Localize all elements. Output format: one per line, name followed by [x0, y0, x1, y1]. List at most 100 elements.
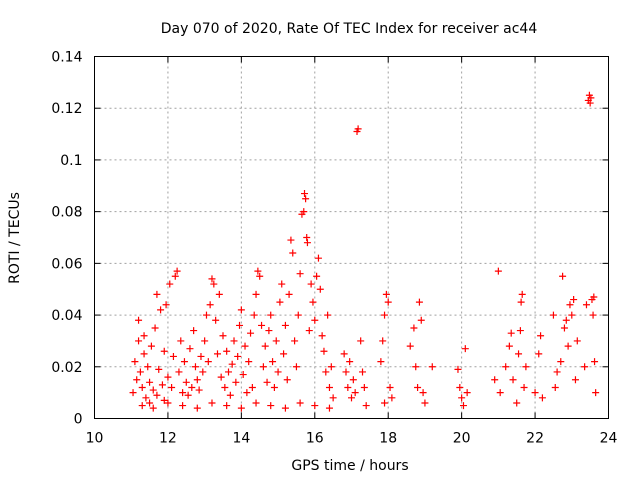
- data-point: [322, 368, 330, 376]
- data-point: [208, 275, 216, 283]
- data-point: [590, 293, 598, 301]
- data-point: [138, 402, 146, 410]
- data-point: [155, 365, 163, 373]
- data-point: [535, 350, 543, 358]
- data-point: [274, 368, 282, 376]
- data-point: [212, 316, 220, 324]
- data-point: [349, 376, 357, 384]
- data-point: [379, 337, 387, 345]
- y-tick-label: 0.1: [60, 153, 82, 169]
- data-point: [428, 363, 436, 371]
- data-point: [217, 373, 225, 381]
- data-point: [133, 376, 141, 384]
- data-point: [311, 402, 319, 410]
- data-point: [421, 399, 429, 407]
- data-point: [505, 342, 513, 350]
- x-tick-label: 22: [526, 431, 544, 447]
- data-point: [221, 383, 229, 391]
- data-point: [153, 391, 161, 399]
- data-point: [516, 327, 524, 335]
- data-point: [419, 389, 427, 397]
- data-point: [553, 368, 561, 376]
- y-tick-label: 0.12: [51, 101, 82, 117]
- data-point: [340, 350, 348, 358]
- data-point: [236, 321, 244, 329]
- data-point: [258, 321, 266, 329]
- data-point: [320, 347, 328, 355]
- data-point: [171, 272, 179, 280]
- data-point: [303, 234, 311, 241]
- data-point: [410, 324, 418, 332]
- data-point: [412, 363, 420, 371]
- data-point: [551, 383, 559, 391]
- chart-title: Day 070 of 2020, Rate Of TEC Index for r…: [161, 21, 538, 37]
- data-point: [381, 311, 389, 319]
- data-point: [175, 368, 183, 376]
- data-point: [296, 399, 304, 407]
- data-point: [195, 386, 203, 394]
- x-tick-label: 12: [159, 431, 177, 447]
- data-point: [491, 376, 499, 384]
- data-point: [311, 316, 319, 324]
- data-point: [589, 311, 597, 319]
- data-point: [232, 378, 240, 386]
- data-point: [188, 383, 196, 391]
- data-point: [549, 311, 557, 319]
- data-point: [166, 280, 174, 288]
- data-point: [285, 290, 293, 298]
- data-point: [228, 360, 236, 368]
- data-point: [131, 358, 139, 366]
- data-point: [160, 347, 168, 355]
- data-point: [517, 298, 525, 306]
- data-point: [415, 298, 423, 306]
- data-point: [507, 329, 515, 337]
- data-point: [342, 368, 350, 376]
- data-point: [348, 394, 355, 402]
- data-point: [303, 239, 311, 247]
- data-point: [199, 368, 207, 376]
- data-point: [386, 383, 394, 391]
- data-point: [184, 391, 192, 399]
- data-point: [164, 373, 172, 381]
- data-point: [179, 402, 187, 410]
- data-point: [146, 378, 154, 386]
- data-point: [245, 358, 253, 366]
- data-point: [204, 358, 212, 366]
- data-point: [140, 332, 148, 340]
- data-point: [559, 272, 567, 280]
- data-point: [215, 290, 223, 298]
- data-point: [351, 389, 359, 397]
- data-point: [149, 386, 157, 394]
- data-point: [247, 329, 255, 337]
- data-point: [234, 352, 242, 360]
- data-point: [226, 391, 234, 399]
- data-point: [359, 368, 367, 376]
- data-point: [281, 404, 289, 412]
- data-point: [344, 383, 352, 391]
- data-point: [318, 332, 326, 340]
- x-tick-label: 16: [306, 431, 324, 447]
- data-point: [562, 316, 570, 324]
- data-point: [289, 249, 297, 257]
- data-point: [186, 345, 194, 353]
- data-point: [531, 389, 539, 397]
- data-point: [362, 402, 370, 410]
- data-point: [571, 376, 579, 384]
- x-tick-label: 24: [600, 431, 618, 447]
- data-point: [417, 316, 425, 324]
- data-point: [522, 363, 530, 371]
- data-point: [190, 327, 198, 335]
- data-point: [586, 99, 594, 107]
- data-point: [384, 298, 392, 306]
- data-point: [316, 285, 324, 293]
- data-point: [201, 337, 209, 345]
- data-point: [280, 350, 288, 358]
- data-point: [515, 350, 523, 358]
- data-point: [164, 399, 172, 407]
- data-point: [325, 404, 333, 412]
- data-point: [136, 368, 144, 376]
- data-point: [252, 290, 260, 298]
- data-point: [250, 311, 258, 319]
- data-point: [463, 389, 471, 397]
